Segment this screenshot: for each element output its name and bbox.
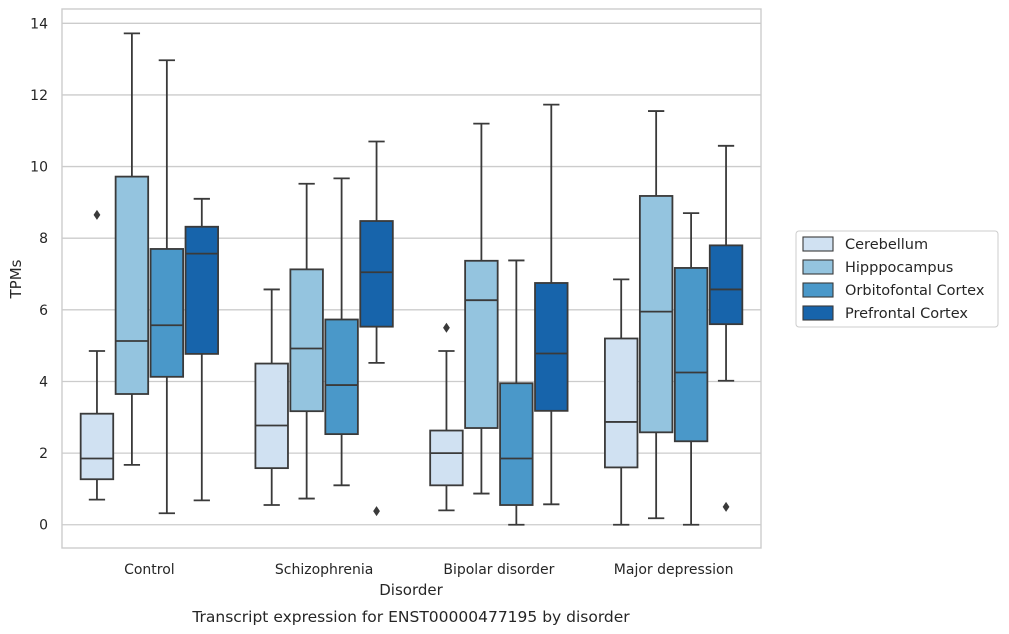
outlier-point bbox=[373, 506, 380, 517]
y-tick-label: 10 bbox=[30, 160, 48, 176]
x-axis-label: Disorder bbox=[379, 581, 443, 599]
box-iqr bbox=[254, 362, 289, 470]
y-tick-label: 4 bbox=[39, 374, 48, 390]
y-tick-label: 2 bbox=[39, 446, 48, 462]
legend: Cerebellum Hipppocampus Orbitofontal Corte… bbox=[795, 230, 999, 328]
box-iqr bbox=[324, 318, 359, 436]
x-tick-labels: Control Schizophrenia Bipolar disorder Majo… bbox=[124, 562, 733, 578]
box-orbitofontal-cortex bbox=[324, 177, 359, 487]
box-iqr bbox=[429, 429, 464, 487]
outlier-point bbox=[443, 322, 450, 333]
box-iqr bbox=[79, 412, 115, 481]
box-iqr bbox=[289, 268, 324, 413]
x-tick-label: Schizophrenia bbox=[275, 562, 373, 578]
x-tick-label: Bipolar disorder bbox=[443, 562, 554, 578]
box-cerebellum bbox=[254, 288, 289, 506]
box-hipppocampus bbox=[638, 110, 674, 520]
box-iqr bbox=[673, 267, 709, 443]
box-iqr bbox=[359, 220, 394, 328]
box-hipppocampus bbox=[114, 32, 150, 466]
x-tick-label: Control bbox=[124, 562, 175, 578]
box-iqr bbox=[604, 337, 639, 469]
y-tick-label: 8 bbox=[39, 231, 48, 247]
box-hipppocampus bbox=[289, 182, 324, 500]
y-tick-label: 14 bbox=[30, 16, 48, 32]
box-iqr bbox=[114, 175, 150, 395]
y-tick-labels: 0 2 4 6 8 10 12 14 bbox=[30, 16, 48, 533]
box-prefrontal-cortex bbox=[708, 144, 744, 512]
legend-swatch bbox=[802, 282, 834, 298]
box-hipppocampus bbox=[464, 122, 499, 495]
box-iqr bbox=[149, 248, 185, 378]
box-prefrontal-cortex bbox=[534, 103, 569, 506]
legend-label: Hipppocampus bbox=[845, 260, 953, 276]
box-cerebellum bbox=[79, 209, 115, 501]
y-axis-label: TPMs bbox=[7, 259, 25, 299]
box-orbitofontal-cortex bbox=[673, 212, 709, 526]
box-iqr bbox=[638, 195, 674, 434]
box-iqr bbox=[499, 382, 534, 506]
box-orbitofontal-cortex bbox=[149, 59, 185, 515]
y-tick-label: 0 bbox=[39, 518, 48, 534]
box-orbitofontal-cortex bbox=[499, 259, 534, 526]
y-tick-label: 12 bbox=[30, 88, 48, 104]
outlier-point bbox=[93, 209, 101, 220]
plot-frame bbox=[61, 8, 762, 549]
box-iqr bbox=[184, 225, 219, 355]
legend-swatch bbox=[802, 259, 834, 275]
legend-swatch bbox=[802, 305, 834, 321]
outlier-point bbox=[722, 501, 730, 512]
legend-label: Prefrontal Cortex bbox=[845, 306, 968, 322]
boxplot-marks bbox=[79, 32, 744, 526]
legend-label: Cerebellum bbox=[845, 237, 928, 253]
box-prefrontal-cortex bbox=[359, 140, 394, 517]
legend-swatch bbox=[802, 236, 834, 252]
box-cerebellum bbox=[604, 278, 639, 526]
box-iqr bbox=[708, 244, 744, 326]
x-tick-label: Major depression bbox=[614, 562, 734, 578]
figure-caption: Transcript expression for ENST0000047719… bbox=[191, 608, 630, 626]
legend-label: Orbitofontal Cortex bbox=[845, 283, 985, 299]
y-tick-label: 6 bbox=[39, 303, 48, 319]
box-cerebellum bbox=[429, 322, 464, 512]
box-prefrontal-cortex bbox=[184, 197, 219, 502]
box-iqr bbox=[464, 259, 499, 429]
legend-frame bbox=[795, 230, 999, 328]
box-iqr bbox=[534, 282, 569, 412]
